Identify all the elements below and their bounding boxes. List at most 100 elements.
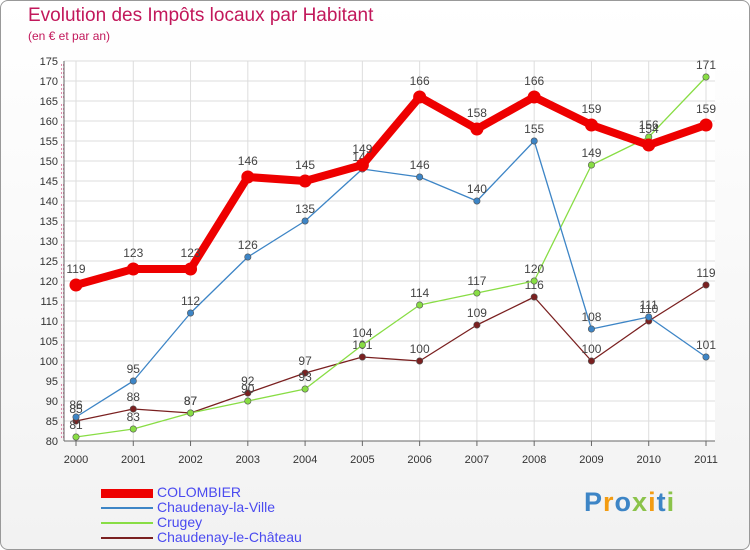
y-tick-label: 110 — [40, 316, 58, 328]
data-label-chaudenay-la-ville: 111 — [640, 298, 659, 312]
legend-swatch-colombier — [101, 489, 153, 498]
data-label-chaudenay-le-chateau: 97 — [298, 354, 312, 368]
x-tick-label: 2004 — [293, 454, 317, 466]
y-tick-label: 160 — [40, 116, 58, 128]
x-tick-label: 2010 — [636, 454, 660, 466]
data-point-chaudenay-la-ville — [588, 326, 594, 332]
data-label-crugey: 104 — [352, 326, 372, 340]
data-point-chaudenay-le-chateau — [588, 358, 594, 364]
x-tick-label: 2005 — [350, 454, 374, 466]
y-tick-label: 140 — [40, 196, 58, 208]
data-point-chaudenay-le-chateau — [703, 282, 709, 288]
data-label-crugey: 114 — [410, 286, 429, 300]
legend-label-crugey: Crugey — [157, 514, 202, 530]
data-point-chaudenay-le-chateau — [474, 322, 480, 328]
data-point-chaudenay-la-ville — [703, 354, 709, 360]
y-tick-label: 175 — [40, 56, 58, 68]
y-tick-label: 135 — [40, 216, 58, 228]
y-tick-label: 125 — [40, 256, 58, 268]
legend-swatch-chaudenay-le-chateau — [101, 537, 153, 539]
data-point-crugey — [73, 434, 79, 440]
data-point-chaudenay-la-ville — [302, 218, 308, 224]
chart-frame: Evolution des Impôts locaux par Habitant… — [0, 0, 750, 550]
data-point-chaudenay-la-ville — [416, 174, 422, 180]
data-label-chaudenay-la-ville: 112 — [181, 294, 200, 308]
data-point-crugey — [703, 74, 709, 80]
data-point-colombier — [356, 159, 369, 172]
x-tick-label: 2002 — [178, 454, 202, 466]
data-label-crugey: 117 — [467, 274, 486, 288]
data-label-chaudenay-la-ville: 101 — [696, 338, 716, 352]
data-label-chaudenay-la-ville: 140 — [467, 182, 487, 196]
data-label-chaudenay-le-chateau: 100 — [581, 342, 601, 356]
legend-label-colombier: COLOMBIER — [157, 484, 241, 500]
data-label-chaudenay-la-ville: 86 — [69, 398, 83, 412]
data-point-crugey — [187, 410, 193, 416]
data-point-colombier — [470, 123, 483, 136]
y-tick-label: 85 — [46, 416, 58, 428]
logo-letter: i — [648, 487, 657, 517]
data-label-chaudenay-le-chateau: 109 — [467, 306, 487, 320]
data-label-colombier: 145 — [295, 158, 315, 172]
data-label-chaudenay-le-chateau: 88 — [127, 390, 141, 404]
y-tick-label: 130 — [40, 236, 58, 248]
data-label-crugey: 83 — [127, 410, 141, 424]
data-point-crugey — [302, 386, 308, 392]
data-point-chaudenay-le-chateau — [359, 354, 365, 360]
data-label-colombier: 119 — [66, 262, 85, 276]
data-point-crugey — [130, 426, 136, 432]
data-point-crugey — [245, 398, 251, 404]
logo-letter: t — [657, 487, 667, 517]
data-point-colombier — [413, 91, 426, 104]
data-label-chaudenay-la-ville: 95 — [127, 362, 141, 376]
y-tick-label: 165 — [40, 96, 58, 108]
y-tick-label: 80 — [46, 436, 58, 448]
data-point-crugey — [416, 302, 422, 308]
data-point-chaudenay-la-ville — [474, 198, 480, 204]
data-label-crugey: 120 — [524, 262, 544, 276]
data-label-chaudenay-la-ville: 155 — [524, 122, 544, 136]
data-label-colombier: 123 — [123, 246, 143, 260]
data-point-chaudenay-le-chateau — [531, 294, 537, 300]
data-point-chaudenay-la-ville — [187, 310, 193, 316]
data-point-crugey — [359, 342, 365, 348]
logo-letter: x — [632, 487, 648, 517]
proxiti-logo: Proxiti — [584, 487, 675, 518]
data-label-colombier: 158 — [467, 106, 487, 120]
data-point-colombier — [127, 263, 140, 276]
data-point-chaudenay-la-ville — [73, 414, 79, 420]
data-label-colombier: 123 — [181, 246, 201, 260]
logo-letter: P — [584, 487, 603, 517]
data-point-colombier — [528, 91, 541, 104]
x-tick-label: 2007 — [465, 454, 489, 466]
data-label-colombier: 154 — [639, 122, 659, 136]
x-tick-label: 2003 — [236, 454, 260, 466]
data-point-crugey — [588, 162, 594, 168]
y-tick-label: 115 — [40, 296, 58, 308]
data-point-colombier — [70, 279, 83, 292]
data-label-chaudenay-le-chateau: 119 — [696, 266, 715, 280]
y-tick-label: 150 — [40, 156, 58, 168]
data-label-colombier: 159 — [581, 102, 601, 116]
y-tick-label: 95 — [46, 376, 58, 388]
data-point-chaudenay-la-ville — [245, 254, 251, 260]
data-point-crugey — [474, 290, 480, 296]
data-label-colombier: 149 — [352, 142, 372, 156]
y-tick-label: 90 — [46, 396, 58, 408]
line-chart: 80 85 90 95 100 105 110 115 120 125 130 135 140 145 15… — [1, 1, 750, 550]
data-label-colombier: 159 — [696, 102, 716, 116]
data-point-colombier — [299, 175, 312, 188]
data-point-colombier — [700, 119, 713, 132]
data-point-colombier — [585, 119, 598, 132]
data-point-chaudenay-le-chateau — [416, 358, 422, 364]
data-point-colombier — [642, 139, 655, 152]
x-tick-label: 2011 — [694, 454, 718, 466]
logo-letter: r — [603, 487, 615, 517]
plot-area — [64, 61, 715, 441]
y-tick-label: 105 — [40, 336, 58, 348]
y-tick-label: 120 — [40, 276, 58, 288]
data-label-colombier: 166 — [410, 74, 430, 88]
logo-letter: i — [667, 487, 676, 517]
x-tick-label: 2008 — [522, 454, 546, 466]
data-point-chaudenay-la-ville — [130, 378, 136, 384]
